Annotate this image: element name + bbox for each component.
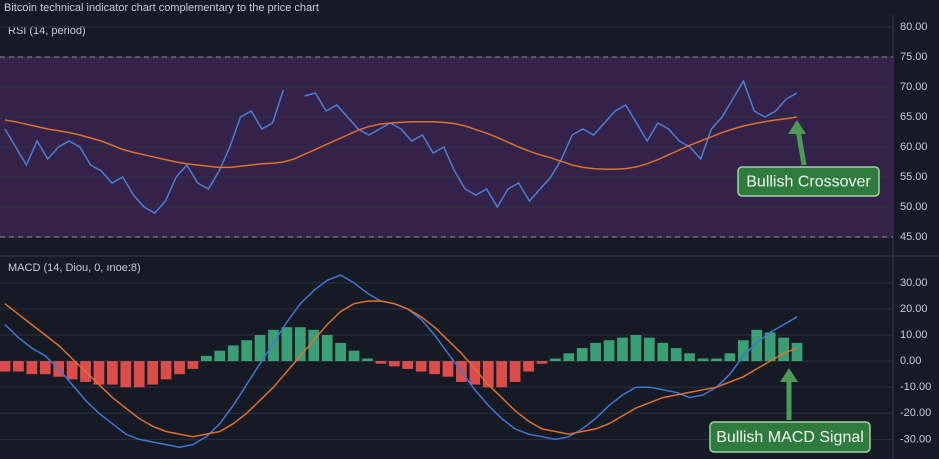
- histogram-bar: [643, 337, 655, 362]
- histogram-bar: [187, 361, 199, 369]
- histogram-bar: [657, 342, 669, 362]
- histogram-bar: [563, 353, 575, 362]
- chart-title: Bitcoin technical indicator chart comple…: [4, 2, 319, 14]
- histogram-bar: [737, 340, 749, 362]
- y-tick-label: 10.00: [900, 329, 928, 341]
- histogram-bar: [415, 361, 427, 372]
- annotation-box: [709, 421, 871, 453]
- histogram-bar: [536, 361, 548, 364]
- histogram-bar: [321, 335, 333, 362]
- annotation-arrowhead: [780, 368, 798, 382]
- y-tick-label: 60.00: [900, 141, 928, 153]
- series-line: [4, 300, 798, 438]
- y-tick-label: 55.00: [900, 171, 928, 183]
- histogram-bar: [630, 335, 642, 362]
- histogram-bar: [509, 361, 521, 382]
- histogram-bar: [160, 361, 172, 380]
- y-tick-label: 0.00: [900, 355, 921, 367]
- histogram-bar: [496, 361, 508, 388]
- histogram-bar: [174, 361, 185, 375]
- histogram-bar: [724, 353, 736, 362]
- histogram-bar: [120, 361, 132, 388]
- histogram-bar: [684, 353, 695, 362]
- annotation-text: Bullish Crossover: [746, 174, 871, 191]
- y-tick-label: 45.00: [900, 231, 928, 243]
- histogram-bar: [791, 342, 803, 362]
- histogram-bar: [778, 337, 789, 362]
- series-line: [4, 79, 798, 214]
- histogram-bar: [93, 361, 105, 385]
- histogram-bar: [107, 361, 118, 385]
- histogram-bar: [254, 335, 266, 362]
- annotation-text: Bullish MACD Signal: [716, 429, 864, 446]
- y-tick-label: 80.00: [900, 21, 928, 33]
- histogram-bar: [751, 329, 763, 362]
- histogram-bar: [0, 361, 11, 372]
- histogram-bar: [362, 358, 373, 362]
- histogram-bar: [603, 340, 615, 362]
- histogram-bar: [26, 361, 38, 375]
- panel-label: RSI (14, period): [8, 25, 86, 37]
- histogram-bar: [241, 340, 252, 362]
- y-tick-label: 65.00: [900, 111, 928, 123]
- histogram-bar: [39, 361, 51, 375]
- histogram-bar: [576, 348, 588, 362]
- annotation-arrowhead: [788, 120, 806, 134]
- y-tick-label: 50.00: [900, 201, 928, 213]
- y-tick-label: -10.00: [900, 381, 931, 393]
- histogram-bar: [697, 358, 709, 362]
- histogram-bar: [764, 332, 776, 362]
- y-tick-label: 75.00: [900, 51, 928, 63]
- annotation-box: [737, 166, 880, 197]
- histogram-bar: [200, 355, 212, 362]
- histogram-bar: [348, 350, 360, 362]
- histogram-bar: [268, 329, 279, 362]
- histogram-bar: [442, 361, 454, 377]
- panel-label: MACD (14, Diou, 0, ınoe:8): [8, 262, 141, 274]
- histogram-bar: [429, 361, 440, 375]
- y-tick-label: -30.00: [900, 433, 931, 445]
- histogram-bar: [227, 345, 239, 362]
- histogram-bar: [590, 342, 602, 362]
- histogram-bar: [550, 358, 561, 362]
- histogram-bar: [335, 342, 346, 362]
- histogram-bar: [66, 361, 78, 380]
- y-tick-label: 30.00: [900, 277, 928, 289]
- histogram-bar: [13, 361, 24, 372]
- histogram-bar: [388, 361, 400, 367]
- histogram-bar: [482, 361, 494, 388]
- histogram-bar: [214, 350, 226, 362]
- histogram-bar: [617, 337, 628, 362]
- histogram-bar: [133, 361, 145, 388]
- histogram-bar: [147, 361, 159, 385]
- histogram-bar: [375, 361, 387, 364]
- histogram-bar: [308, 329, 320, 362]
- histogram-bar: [523, 361, 534, 372]
- histogram-bar: [402, 361, 414, 369]
- y-tick-label: 20.00: [900, 303, 928, 315]
- histogram-bar: [670, 348, 682, 362]
- histogram-bar: [294, 327, 306, 362]
- histogram-bar: [281, 327, 293, 362]
- histogram-bar: [469, 361, 481, 385]
- series-line: [4, 116, 798, 170]
- y-tick-label: 70.00: [900, 81, 928, 93]
- y-tick-label: -20.00: [900, 407, 931, 419]
- histogram-bar: [711, 358, 722, 362]
